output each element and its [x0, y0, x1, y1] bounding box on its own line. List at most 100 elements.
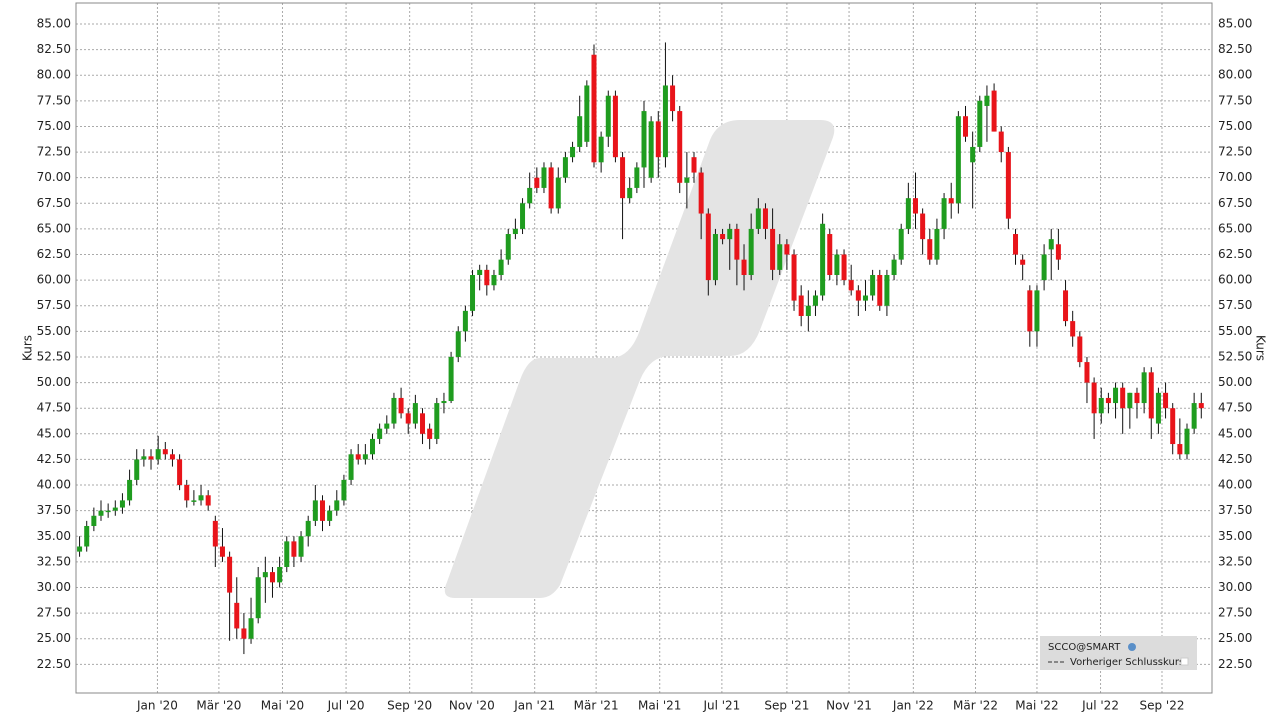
candle-body: [341, 479, 347, 501]
candle-body: [1077, 336, 1083, 363]
candle-body: [505, 234, 511, 260]
candle-body: [620, 157, 626, 199]
candle-body: [977, 100, 983, 147]
x-tick-label: Mai '22: [1015, 699, 1058, 713]
candle-body: [434, 403, 440, 439]
candle-body: [84, 526, 90, 547]
candle-body: [291, 541, 297, 557]
candle-body: [920, 213, 926, 240]
candle-body: [677, 111, 683, 183]
candle-body: [570, 146, 576, 158]
candle-body: [148, 456, 154, 460]
candle-body: [219, 546, 225, 557]
candle-body: [998, 131, 1004, 153]
candle-body: [370, 438, 376, 455]
y-tick-label: 22.50: [37, 657, 71, 671]
candle-body: [984, 95, 990, 106]
candle-body: [448, 356, 454, 402]
candle-body: [391, 397, 397, 424]
legend-box: [1040, 636, 1197, 670]
y-tick-label-right: 72.50: [1218, 145, 1252, 159]
y-tick-label-right: 65.00: [1218, 221, 1252, 235]
candle-body: [1005, 152, 1011, 219]
y-tick-label-right: 30.00: [1218, 580, 1252, 594]
candle-body: [827, 234, 833, 276]
candle-body: [598, 136, 604, 163]
y-tick-label-right: 22.50: [1218, 657, 1252, 671]
legend: SCCO@SMART Vorheriger Schlusskurs: [1040, 636, 1197, 670]
candle-body: [670, 85, 676, 112]
candle-body: [948, 198, 954, 204]
x-tick-label: Jan '21: [513, 699, 555, 713]
candle-body: [770, 228, 776, 270]
x-tick-label: Mai '21: [638, 699, 681, 713]
y-tick-label: 50.00: [37, 375, 71, 389]
candle-body: [362, 454, 368, 460]
candle-body: [1155, 392, 1161, 424]
candle-body: [1113, 387, 1119, 404]
candle-body: [520, 203, 526, 229]
x-tick-label: Mär '21: [574, 699, 619, 713]
candle-body: [641, 111, 647, 168]
candle-body: [512, 228, 518, 235]
candle-body: [820, 223, 826, 296]
candle-body: [420, 413, 426, 434]
candle-body: [77, 546, 83, 552]
candle-body: [762, 208, 768, 229]
y-tick-label: 27.50: [37, 606, 71, 620]
candle-body: [655, 121, 661, 158]
y-tick-label: 65.00: [37, 221, 71, 235]
y-tick-label: 47.50: [37, 401, 71, 415]
candle-body: [319, 500, 325, 521]
candle-body: [634, 167, 640, 188]
candle-body: [298, 536, 304, 557]
candle-body: [963, 116, 969, 137]
y-tick-label-right: 67.50: [1218, 196, 1252, 210]
legend-checkbox[interactable]: [1180, 657, 1189, 666]
candle-body: [1091, 382, 1097, 414]
candle-body: [498, 259, 504, 276]
candle-body: [1105, 397, 1111, 404]
candle-body: [848, 280, 854, 291]
candle-body: [1027, 290, 1033, 332]
candle-body: [312, 500, 318, 521]
y-tick-label-right: 70.00: [1218, 170, 1252, 184]
candle-body: [862, 295, 868, 301]
y-tick-label: 62.50: [37, 247, 71, 261]
y-tick-label-right: 37.50: [1218, 503, 1252, 517]
candle-body: [1141, 372, 1147, 404]
candle-body: [405, 413, 411, 424]
candle-body: [98, 510, 104, 516]
candle-body: [1034, 290, 1040, 332]
candle-body: [784, 244, 790, 255]
candle-body: [205, 495, 211, 506]
y-tick-label: 55.00: [37, 324, 71, 338]
candle-body: [855, 290, 861, 301]
candle-body: [384, 423, 390, 429]
candle-body: [612, 95, 618, 158]
candle-body: [970, 146, 976, 163]
candle-body: [191, 500, 197, 502]
candle-body: [727, 228, 733, 240]
y-tick-label: 57.50: [37, 298, 71, 312]
candle-body: [169, 454, 175, 460]
candle-body: [805, 305, 811, 316]
candle-body: [334, 500, 340, 511]
candle-body: [698, 172, 704, 214]
candle-body: [648, 121, 654, 178]
candle-body: [327, 510, 333, 521]
legend-entry: SCCO@SMART: [1048, 642, 1121, 653]
candle-body: [355, 454, 361, 460]
y-tick-label-right: 60.00: [1218, 273, 1252, 287]
candle-body: [927, 239, 933, 260]
candle-body: [1184, 428, 1190, 455]
candle-body: [870, 275, 876, 296]
y-tick-label-right: 80.00: [1218, 68, 1252, 82]
candle-body: [684, 177, 690, 183]
candle-body: [1134, 392, 1140, 404]
candle-body: [241, 628, 247, 639]
candle-body: [555, 177, 561, 209]
x-tick-label: Nov '21: [826, 699, 872, 713]
candle-body: [198, 495, 204, 501]
candle-body: [1098, 397, 1104, 414]
